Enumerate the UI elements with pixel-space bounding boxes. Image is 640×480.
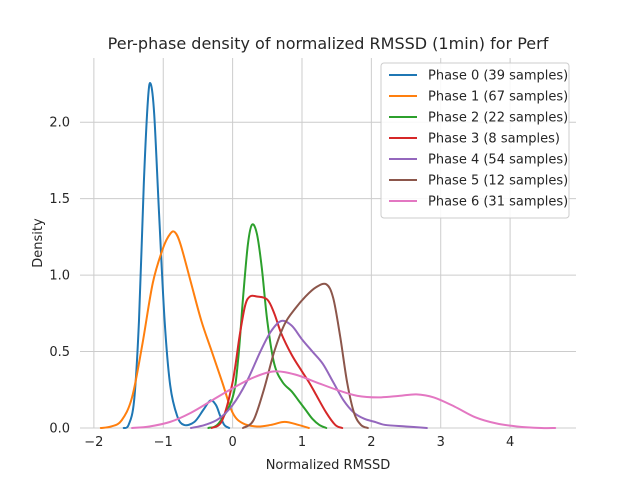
y-tick-label: 1.0 — [49, 269, 70, 284]
legend-entry: Phase 6 (31 samples) — [428, 195, 568, 210]
y-tick-label: 1.5 — [49, 192, 70, 207]
legend-entry: Phase 4 (54 samples) — [428, 153, 568, 168]
x-tick-label: 1 — [298, 435, 306, 450]
y-axis-label: Density — [31, 218, 46, 268]
x-tick-label: 3 — [437, 435, 445, 450]
series-layer — [99, 81, 557, 430]
series-line-phase-0 — [122, 81, 231, 430]
series-line-phase-5 — [242, 282, 369, 429]
y-tick-label: 2.0 — [49, 116, 70, 131]
series-line-phase-4 — [189, 319, 428, 429]
x-axis-label: Normalized RMSSD — [266, 458, 391, 473]
x-tick-label: −1 — [154, 435, 173, 450]
legend-entry: Phase 0 (39 samples) — [428, 69, 568, 84]
x-tick-labels: −2 −1 0 1 2 3 4 — [84, 435, 514, 450]
legend-entry: Phase 1 (67 samples) — [428, 90, 568, 105]
legend-entry: Phase 2 (22 samples) — [428, 111, 568, 126]
x-tick-label: 4 — [506, 435, 514, 450]
x-tick-label: 0 — [228, 435, 236, 450]
chart-title: Per-phase density of normalized RMSSD (1… — [108, 34, 549, 53]
series-line-phase-1 — [99, 230, 310, 429]
x-tick-label: −2 — [84, 435, 103, 450]
y-tick-label: 0.5 — [49, 345, 70, 360]
series-line-phase-2 — [207, 223, 328, 429]
series-line-phase-6 — [131, 370, 557, 430]
legend: Phase 0 (39 samples) Phase 1 (67 samples)… — [380, 62, 570, 219]
legend-entry: Phase 5 (12 samples) — [428, 174, 568, 189]
series-line-phase-3 — [210, 294, 344, 429]
y-gridlines — [80, 121, 576, 429]
legend-entry: Phase 3 (8 samples) — [428, 132, 560, 147]
y-tick-label: 0.0 — [49, 422, 70, 437]
x-tick-label: 2 — [367, 435, 375, 450]
y-tick-labels: 0.0 0.5 1.0 1.5 2.0 — [49, 116, 70, 437]
legend-box — [380, 62, 570, 219]
